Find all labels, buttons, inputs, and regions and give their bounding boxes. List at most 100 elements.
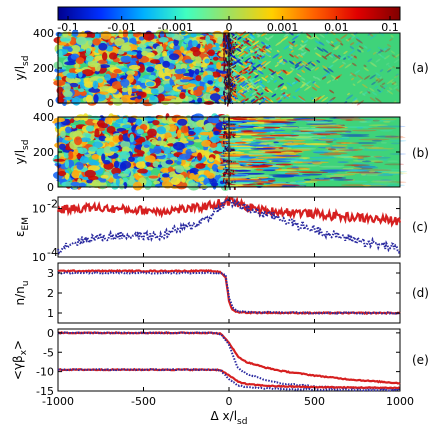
shock-strip-mark — [223, 54, 225, 59]
heatmap-streak — [265, 48, 271, 53]
heatmap-streak — [311, 61, 317, 66]
heatmap-streak — [262, 160, 270, 163]
heatmap-streak — [361, 173, 367, 176]
heatmap-streak — [326, 67, 334, 73]
panel-e-ylabel: <γβx> — [11, 340, 29, 380]
heatmap-streak — [352, 167, 373, 170]
heatmap-streak — [251, 67, 256, 71]
heatmap-blob — [154, 63, 165, 71]
heatmap-streak — [302, 60, 309, 66]
heatmap-blob — [75, 32, 88, 39]
heatmap-blob — [64, 61, 76, 66]
shock-strip-mark — [232, 89, 234, 91]
heatmap-blob — [122, 29, 129, 38]
heatmap-streak — [381, 173, 404, 175]
heatmap-streak — [379, 49, 384, 53]
heatmap-blob — [58, 170, 67, 177]
shock-strip-mark — [225, 161, 227, 163]
heatmap-streak — [343, 157, 353, 160]
heatmap-streak — [268, 144, 276, 147]
heatmap-streak — [356, 126, 364, 129]
heatmap-streak — [268, 47, 272, 51]
shock-strip-mark — [223, 120, 225, 123]
heatmap-streak — [342, 61, 346, 65]
shock-strip-mark — [229, 47, 231, 52]
heatmap-blob — [122, 124, 132, 129]
heatmap-streak — [362, 183, 370, 186]
shock-strip-mark — [230, 87, 232, 90]
panel-c-ylabel: εEM — [13, 217, 31, 237]
heatmap-streak — [347, 170, 365, 172]
heatmap-streak — [373, 179, 396, 182]
heatmap-streak — [372, 179, 397, 182]
heatmap-streak — [288, 41, 295, 46]
heatmap-streak — [344, 169, 371, 172]
heatmap-streak — [261, 76, 268, 82]
heatmap-streak — [380, 141, 387, 144]
heatmap-streak — [350, 42, 355, 46]
heatmap-streak — [267, 179, 276, 182]
heatmap-streak — [278, 75, 284, 80]
heatmap-streak — [345, 38, 350, 42]
heatmap-streak — [332, 58, 339, 64]
heatmap-streak — [353, 55, 357, 58]
heatmap-blob — [165, 95, 177, 100]
heatmap-blob — [85, 48, 91, 55]
heatmap-streak — [311, 86, 318, 91]
heatmap-streak — [283, 142, 307, 145]
heatmap-streak — [248, 95, 257, 101]
heatmap-streak — [380, 85, 388, 90]
heatmap-blob — [54, 68, 64, 73]
heatmap-streak — [328, 154, 351, 157]
heatmap-blob — [179, 79, 190, 83]
heatmap-blob — [63, 83, 71, 92]
heatmap-streak — [357, 49, 362, 53]
heatmap-streak — [393, 100, 397, 104]
shock-strip-mark — [227, 181, 229, 184]
heatmap-streak — [289, 53, 294, 58]
heatmap-blob — [76, 147, 88, 155]
x-tick-label: 0 — [226, 395, 233, 408]
heatmap-blob — [99, 91, 109, 95]
heatmap-streak — [267, 35, 274, 40]
heatmap-streak — [387, 69, 392, 73]
shock-strip-mark — [223, 57, 225, 61]
heatmap-streak — [363, 67, 369, 72]
heatmap-blob — [205, 183, 212, 187]
heatmap-streak — [269, 134, 300, 137]
heatmap-streak — [393, 53, 401, 59]
heatmap-blob — [189, 167, 200, 175]
heatmap-blob — [108, 52, 118, 60]
heatmap-streak — [386, 79, 394, 85]
heatmap-streak — [280, 36, 289, 42]
heatmap-streak — [294, 87, 301, 93]
heatmap-streak — [268, 174, 300, 177]
heatmap-streak — [286, 82, 293, 87]
heatmap-streak — [268, 118, 277, 120]
heatmap-streak — [350, 72, 357, 77]
heatmap-blob — [212, 163, 219, 172]
heatmap-streak — [244, 46, 251, 51]
shock-strip-mark — [234, 186, 236, 190]
heatmap-blob — [66, 72, 77, 79]
heatmap-streak — [355, 38, 363, 44]
panel-a: 0 200 400 y/lsd (a) — [13, 27, 429, 110]
heatmap-streak — [264, 43, 270, 48]
heatmap-blob — [93, 123, 99, 130]
shock-strip-mark — [223, 50, 225, 55]
heatmap-streak — [350, 54, 358, 60]
shock-strip-mark — [223, 168, 225, 171]
shock-strip-mark — [233, 82, 235, 87]
heatmap-streak — [303, 178, 312, 181]
shock-strip-mark — [233, 44, 235, 46]
heatmap-streak — [278, 55, 283, 59]
heatmap-streak — [333, 178, 354, 181]
heatmap-streak — [391, 54, 397, 59]
heatmap-streak — [259, 85, 263, 88]
series-line-2 — [57, 367, 401, 390]
heatmap-streak — [248, 32, 256, 39]
shock-strip-mark — [232, 66, 234, 69]
heatmap-streak — [251, 98, 260, 104]
heatmap-streak — [377, 168, 400, 171]
heatmap-streak — [261, 41, 265, 45]
